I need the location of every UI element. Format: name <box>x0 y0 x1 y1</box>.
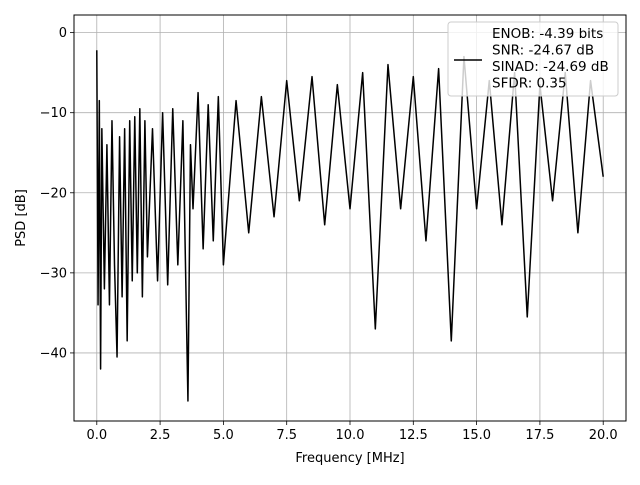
x-tick-label: 12.5 <box>399 428 428 443</box>
x-axis-label: Frequency [MHz] <box>295 451 404 466</box>
x-tick-label: 20.0 <box>589 428 618 443</box>
y-tick-label: −30 <box>40 266 67 281</box>
x-tick-label: 15.0 <box>462 428 491 443</box>
plot-area <box>96 50 604 402</box>
psd-series-line <box>96 50 604 402</box>
y-tick-label: −40 <box>40 346 67 361</box>
legend-entry-line: SNR: -24.67 dB <box>492 43 594 59</box>
legend-entry-line: SINAD: -24.69 dB <box>492 59 609 75</box>
x-tick-label: 17.5 <box>525 428 554 443</box>
y-tick-label: 0 <box>59 26 67 41</box>
y-tick-label: −10 <box>40 106 67 121</box>
y-tick-label: −20 <box>40 186 67 201</box>
x-tick-label: 2.5 <box>150 428 171 443</box>
x-tick-label: 10.0 <box>336 428 365 443</box>
axis-ticks: 0.0 2.5 5.0 7.5 10.0 12.5 15.0 17.5 20.0 0 −10 −20 −… <box>40 26 618 443</box>
y-axis-label: PSD [dB] <box>14 189 29 247</box>
x-tick-label: 0.0 <box>86 428 107 443</box>
x-tick-label: 7.5 <box>276 428 297 443</box>
legend-entry-line: SFDR: 0.35 <box>492 76 567 92</box>
legend-entry-line: ENOB: -4.39 bits <box>492 26 603 42</box>
legend-box <box>447 21 619 97</box>
x-tick-label: 5.0 <box>213 428 234 443</box>
